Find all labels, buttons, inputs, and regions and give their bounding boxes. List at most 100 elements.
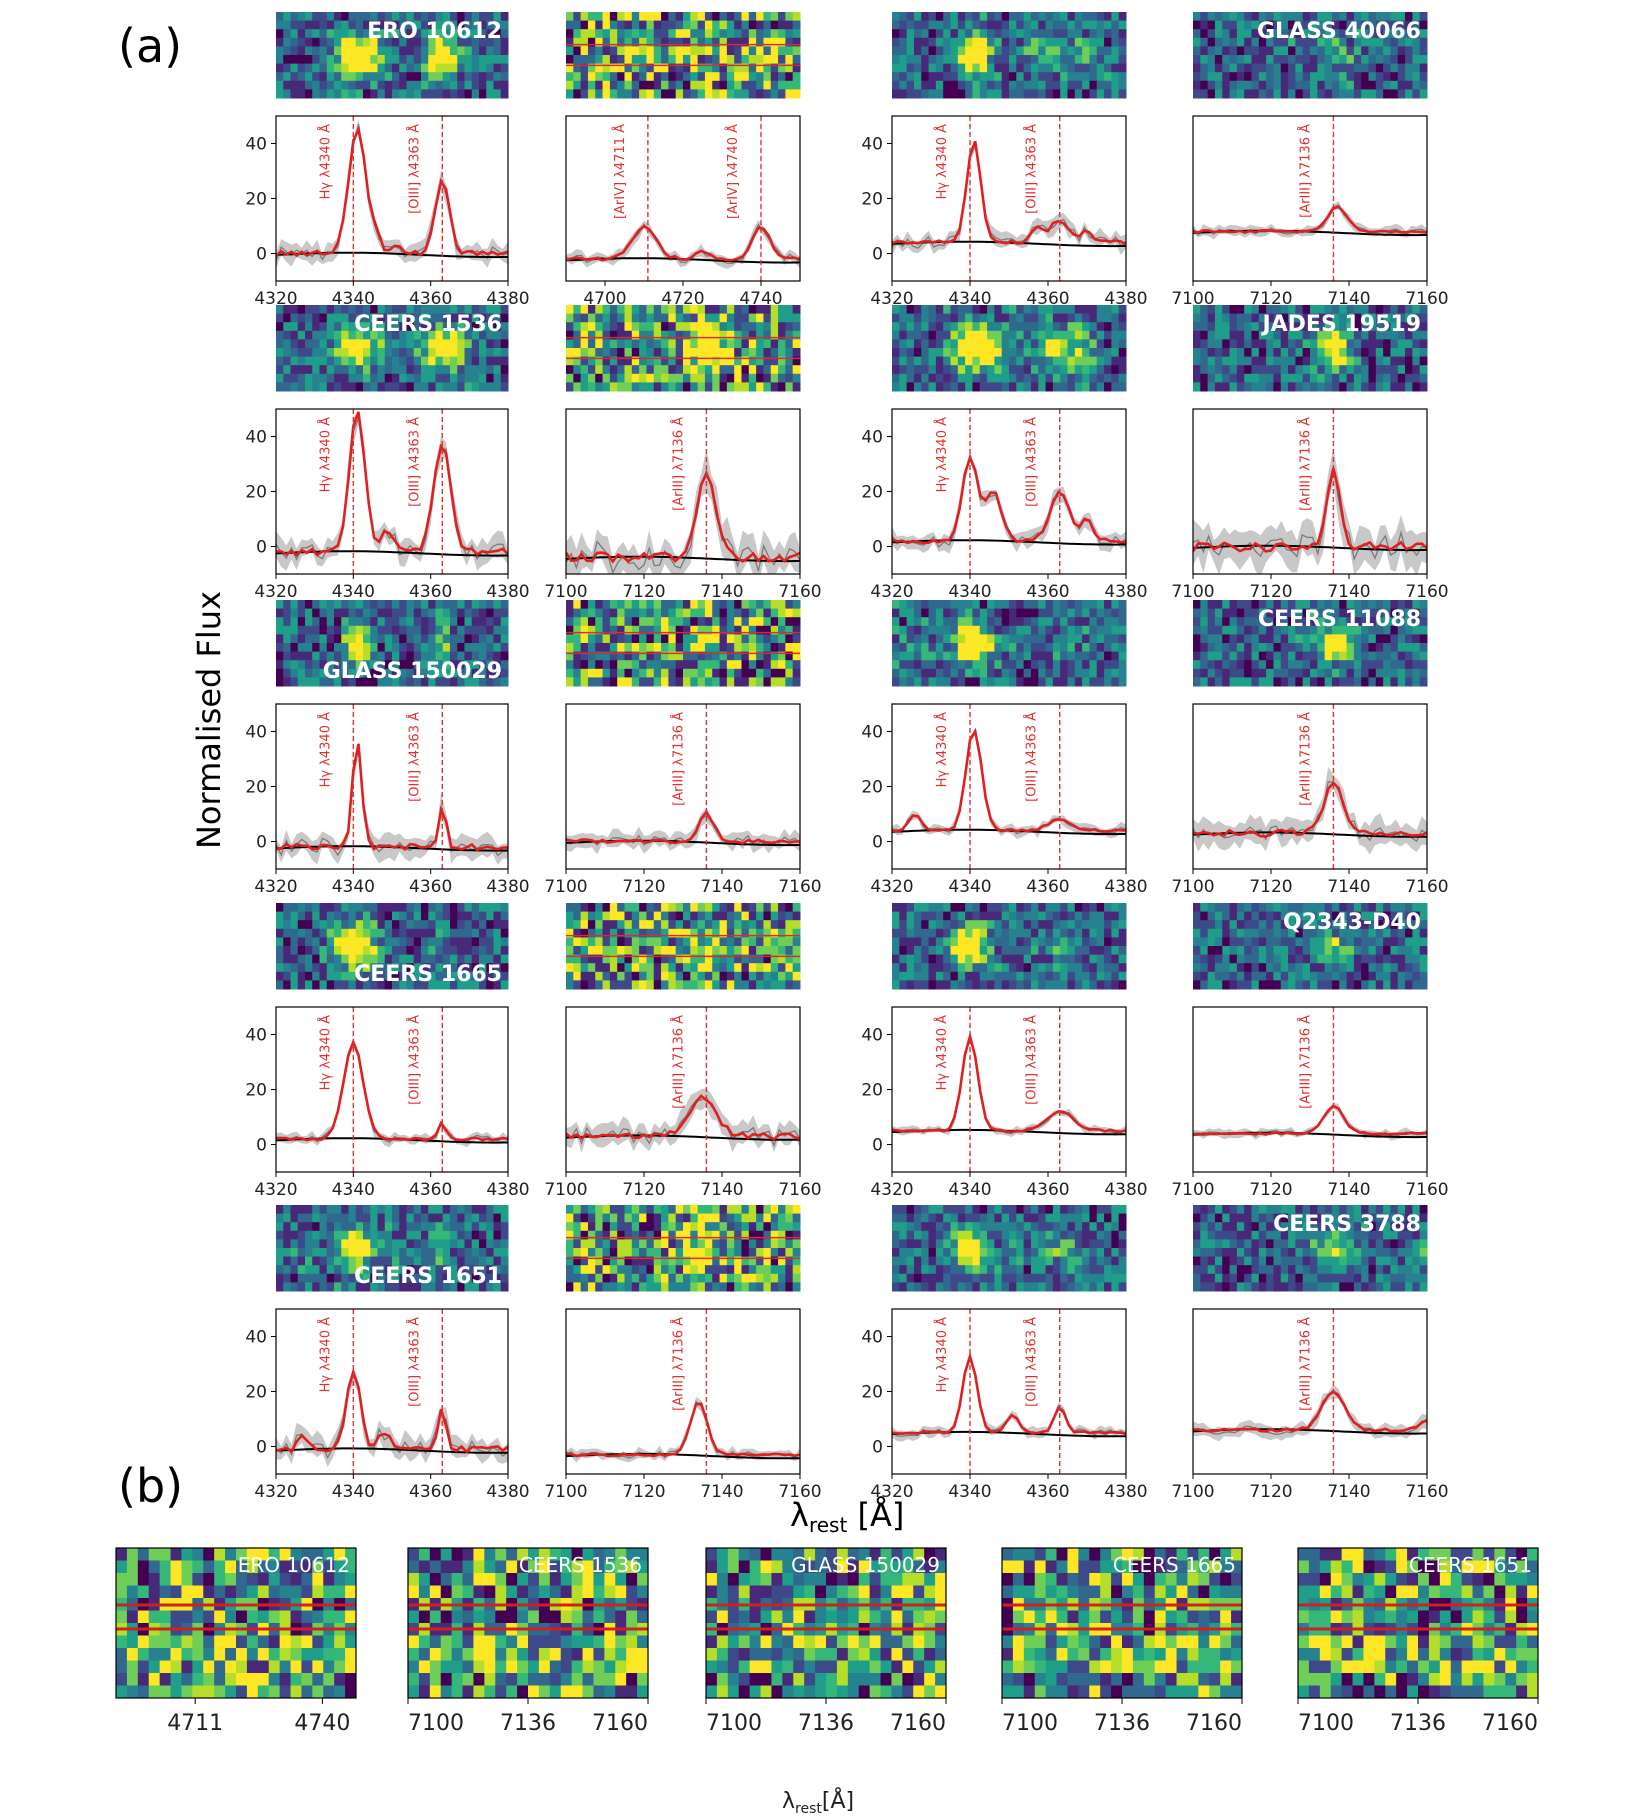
thumbnail-pixel [595,55,604,65]
thumbnail-pixel [450,946,458,956]
thumbnail-pixel [1096,12,1105,22]
thumbnail-pixel [334,946,342,956]
thumbnail-pixel [668,29,677,39]
thumbnail-pixel [1074,37,1083,47]
thumbnail-pixel [979,55,988,65]
thumbnail-pixel [1016,677,1025,687]
thumbnail-pixel [1082,668,1090,678]
thumbnail-pixel [734,37,742,47]
thumbnail-pixel [950,382,959,392]
thumbnail-pixel [406,954,415,964]
thumbnail-pixel [1288,313,1296,323]
x-tick-label: 7160 [778,582,821,602]
thumbnail-pixel [921,46,930,56]
thumbnail-pixel [457,339,465,349]
thumbnail-pixel [756,373,764,383]
thumbnail-pixel [355,348,364,358]
thumbnail-pixel [770,382,779,392]
thumbnail-pixel [668,668,677,678]
thumbnail-pixel [957,600,966,610]
thumbnail-pixel [276,980,284,990]
thumbnail-pixel [587,928,596,938]
thumbnail-pixel [1258,322,1267,332]
thumbnail-pixel [756,963,764,973]
thumbnail-pixel [965,330,973,340]
thumbnail-pixel [994,903,1003,913]
thumbnail-pixel [1383,634,1391,644]
thumbnail-pixel [1375,63,1384,73]
thumbnail-pixel [719,37,728,47]
thumbnail-pixel [770,330,779,340]
thumbnail-pixel [1089,12,1098,22]
thumbnail-pixel [972,608,981,618]
thumbnail-pixel [704,928,713,938]
thumbnail-pixel [377,963,386,973]
thumbnail-pixel [683,963,691,973]
thumbnail-pixel [609,339,618,349]
thumbnail-pixel [624,55,633,65]
thumbnail-pixel [486,617,494,627]
thumbnail-pixel [377,954,386,964]
thumbnail-pixel [792,20,801,30]
thumbnail-pixel [1222,625,1231,635]
thumbnail-pixel [370,330,378,340]
thumbnail-pixel [1001,600,1010,610]
thumbnail-pixel [1214,651,1223,661]
thumbnail-pixel [370,971,378,981]
thumbnail-pixel [1074,29,1083,39]
thumbnail-pixel [1052,322,1061,332]
thumbnail-pixel [1397,339,1406,349]
x-tick-label: 7140 [700,877,743,897]
thumbnail-pixel [1111,20,1120,30]
thumbnail-pixel [785,382,794,392]
thumbnail-pixel [1023,29,1032,39]
thumbnail-pixel [1405,608,1413,618]
thumbnail-pixel [1214,660,1223,670]
thumbnail-pixel [675,313,684,323]
thumbnail-pixel [290,72,299,82]
thumbnail-pixel [639,63,647,73]
thumbnail-pixel [297,911,306,921]
spectrum-2d-thumbnail: CEERS 1536 [276,305,509,392]
thumbnail-pixel [297,954,306,964]
thumbnail-pixel [1096,677,1105,687]
thumbnail-pixel [392,72,400,82]
thumbnail-pixel [785,971,794,981]
thumbnail-pixel [370,29,378,39]
thumbnail-pixel [1353,373,1362,383]
thumbnail-pixel [428,668,436,678]
emission-line-label: [OIII] λ4363 Å [1024,124,1040,214]
thumbnail-pixel [471,12,480,22]
thumbnail-pixel [305,608,313,618]
thumbnail-pixel [792,80,801,90]
thumbnail-pixel [442,55,451,65]
thumbnail-pixel [1331,600,1340,610]
thumbnail-pixel [435,89,444,99]
thumbnail-pixel [326,651,335,661]
thumbnail-pixel [1207,643,1216,653]
thumbnail-pixel [704,643,713,653]
thumbnail-pixel [1295,365,1304,375]
thumbnail-pixel [1104,29,1112,39]
thumbnail-pixel [370,937,378,947]
thumbnail-pixel [479,20,487,30]
thumbnail-pixel [943,634,951,644]
thumbnail-pixel [1016,625,1025,635]
thumbnail-pixel [602,322,611,332]
thumbnail-pixel [471,634,480,644]
thumbnail-pixel [276,971,284,981]
thumbnail-pixel [1104,382,1112,392]
thumbnail-pixel [661,37,669,47]
thumbnail-pixel [276,72,284,82]
thumbnail-pixel [493,72,502,82]
thumbnail-pixel [979,382,988,392]
thumbnail-pixel [704,20,713,30]
thumbnail-pixel [892,651,900,661]
thumbnail-pixel [748,677,757,687]
thumbnail-pixel [348,625,357,635]
thumbnail-pixel [471,29,480,39]
thumbnail-pixel [1288,608,1296,618]
thumbnail-pixel [1089,911,1098,921]
thumbnail-pixel [639,928,647,938]
thumbnail-pixel [965,348,973,358]
